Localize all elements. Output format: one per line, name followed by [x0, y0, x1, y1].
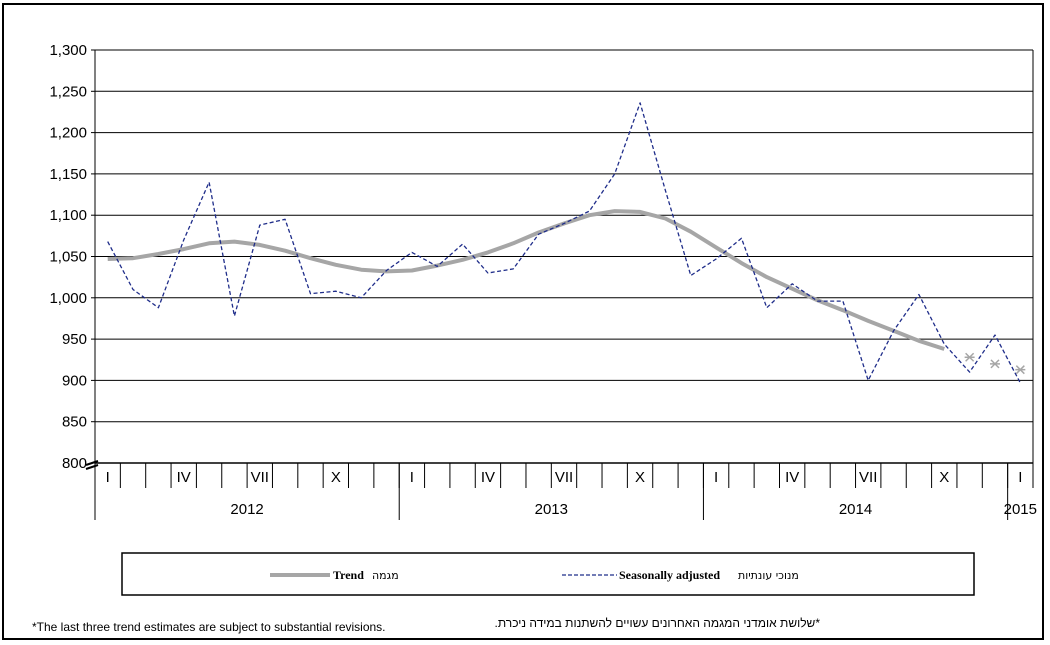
y-tick-label: 1,250 [49, 83, 87, 100]
asterisk-stroke [990, 359, 1000, 369]
axis-break-mark [85, 460, 99, 466]
x-axis: I IV VII X I IV VII X I IV VII X I 2012 2013 2014 2015 [94, 462, 1037, 520]
asterisk-stroke [965, 352, 975, 362]
month-label: X [635, 469, 645, 486]
provisional-trend-point [989, 359, 1000, 369]
month-label: X [939, 469, 949, 486]
month-label: I [410, 469, 414, 486]
month-label: I [106, 469, 110, 486]
y-tick-label: 1,300 [49, 42, 87, 59]
month-label: IV [481, 469, 495, 486]
y-tick-label: 950 [62, 331, 87, 348]
footnote-english: *The last three trend estimates are subj… [32, 620, 386, 634]
series-layer [107, 102, 1026, 384]
provisional-trend-point [1015, 365, 1026, 375]
y-axis: 800 850 900 950 1,000 1,050 1,100 1,150 1,200 1,2… [49, 42, 99, 472]
asterisk-stroke [1015, 365, 1025, 375]
seasonally-adjusted-line [107, 102, 1021, 384]
y-tick-label: 1,050 [49, 249, 87, 266]
month-label: I [714, 469, 718, 486]
month-label: VII [251, 469, 269, 486]
y-tick-label: 1,200 [49, 125, 87, 142]
y-tick-label: 1,100 [49, 207, 87, 224]
chart-frame [2, 3, 1044, 640]
y-tick-label: 900 [62, 372, 87, 389]
legend: Trend מגמה Seasonally adjusted מנוכי עונ… [121, 552, 975, 596]
month-label: I [1018, 469, 1022, 486]
axis-break-mark [85, 464, 99, 470]
legend-trend-label-he: מגמה [372, 569, 399, 582]
legend-sa-label-en: Seasonally adjusted [619, 568, 720, 582]
year-label: 2014 [839, 501, 872, 518]
legend-sa-label-he: מנוכי עונתיות [738, 569, 799, 582]
y-tick-label: 1,150 [49, 166, 87, 183]
year-label: 2013 [535, 501, 568, 518]
legend-box [121, 552, 975, 596]
month-label: IV [785, 469, 799, 486]
year-label: 2015 [1004, 501, 1037, 518]
gridlines [94, 49, 1034, 463]
provisional-trend-point [964, 352, 975, 362]
month-label: X [331, 469, 341, 486]
year-label: 2012 [230, 501, 263, 518]
month-label: VII [555, 469, 573, 486]
month-label: IV [177, 469, 191, 486]
y-tick-label: 800 [62, 455, 87, 472]
trend-line [107, 209, 945, 351]
legend-trend-label-en: Trend [333, 568, 364, 582]
y-tick-label: 850 [62, 414, 87, 431]
month-label: VII [859, 469, 877, 486]
y-tick-label: 1,000 [49, 290, 87, 307]
footnote-hebrew: *שלושת אומדני המגמה האחרונים עשויים להשת… [494, 616, 820, 630]
